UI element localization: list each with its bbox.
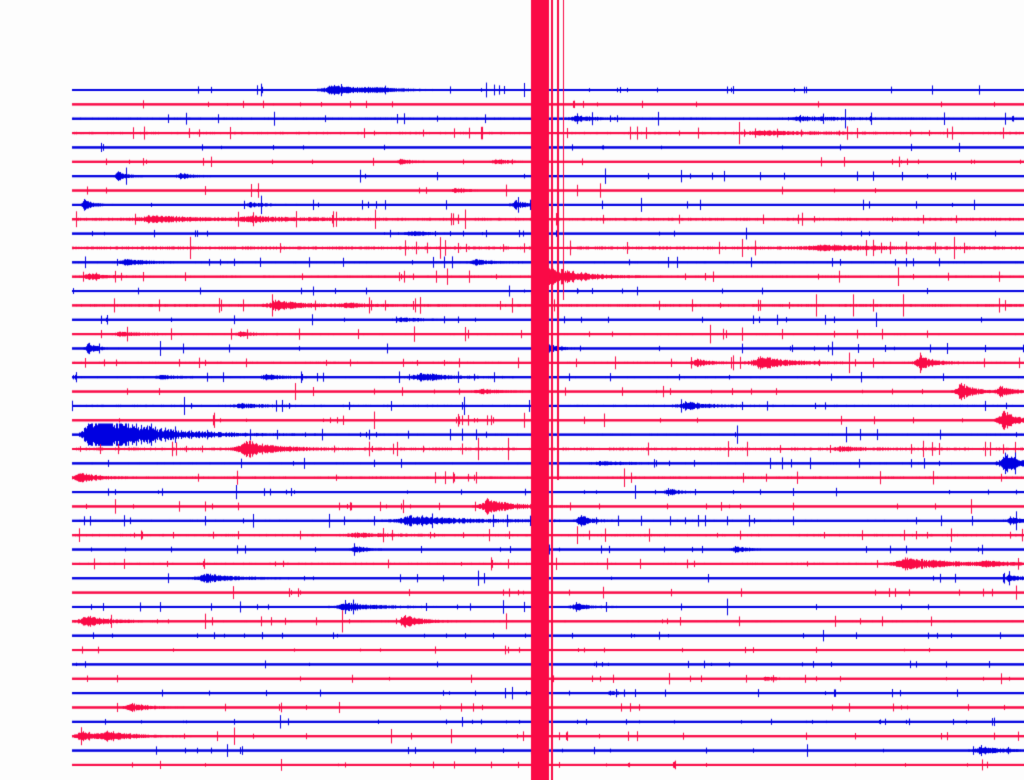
seismogram-trace-canvas <box>0 0 1024 780</box>
seismogram-page: HL Kalavryta Applied filter: WWSSN-SP 20… <box>0 0 1024 780</box>
